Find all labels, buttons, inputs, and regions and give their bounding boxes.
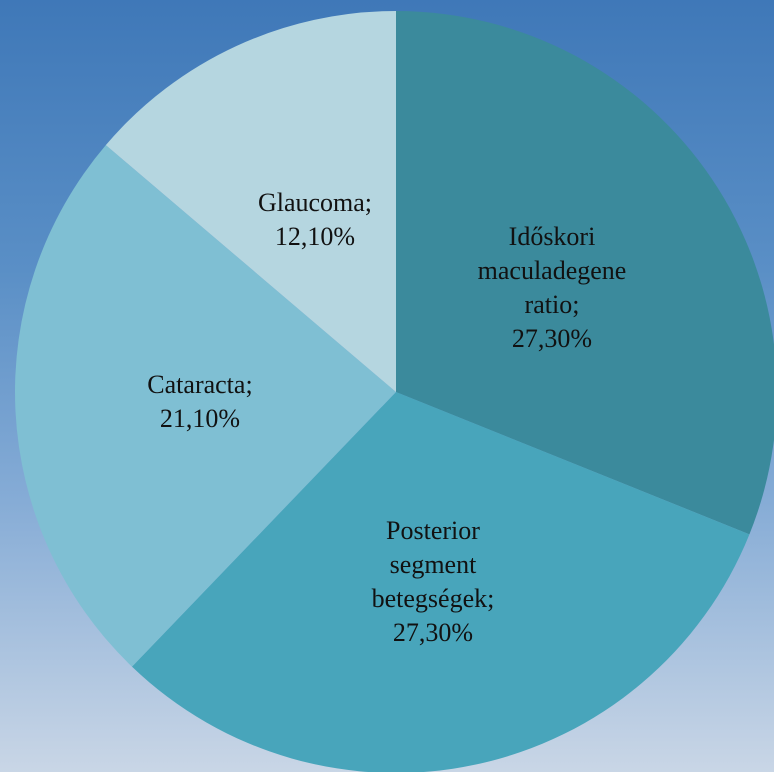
category-name: Posterior segment betegségek [372,516,488,613]
separator: ; [245,370,252,399]
separator: ; [487,584,494,613]
category-name: Cataracta [147,370,245,399]
separator: ; [572,290,579,319]
separator: ; [365,188,372,217]
slice-label: Glaucoma; 12,10% [240,186,390,254]
category-name: Időskori maculadegeneratio [478,222,627,319]
value-label: 27,30% [512,324,592,353]
slice-label: Időskori maculadegeneratio; 27,30% [477,220,627,356]
value-label: 12,10% [275,222,355,251]
value-label: 27,30% [393,618,473,647]
chart [0,0,774,772]
value-label: 21,10% [160,404,240,433]
category-name: Glaucoma [258,188,365,217]
page: {"chart_data": {"type": "pie", "categori… [0,0,774,772]
slice-label: Cataracta;21,10% [125,368,275,436]
slice-label: Posterior segment betegségek; 27,30% [358,514,508,650]
